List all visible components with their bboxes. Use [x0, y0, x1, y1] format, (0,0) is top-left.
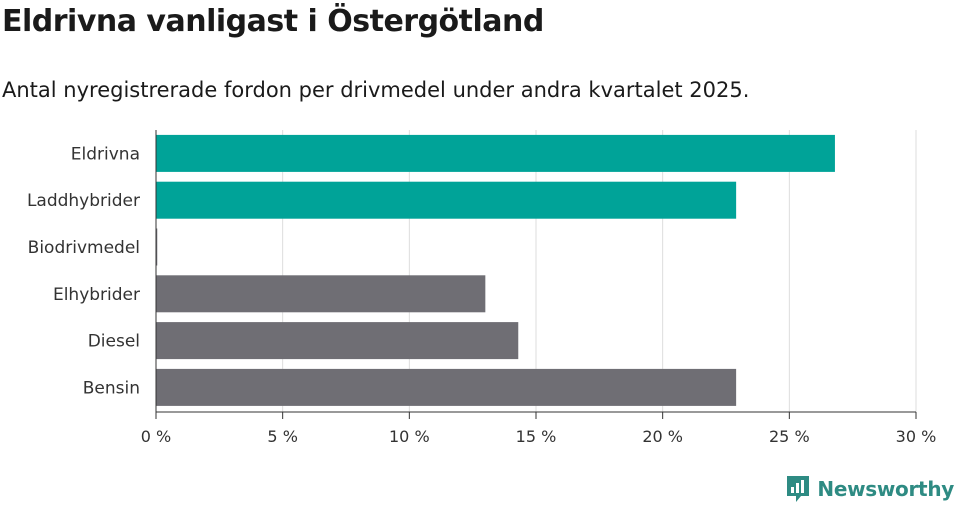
category-label-elhybrider: Elhybrider — [53, 285, 140, 305]
bar-eldrivna — [156, 134, 835, 172]
bar-biodrivmedel — [156, 228, 158, 266]
brand-logo: Newsworthy — [785, 474, 954, 504]
x-tick-label: 0 % — [141, 427, 171, 446]
x-tick-label: 25 % — [769, 427, 810, 446]
bars — [156, 134, 835, 406]
category-label-eldrivna: Eldrivna — [71, 144, 140, 164]
newsworthy-logo-icon — [787, 476, 810, 502]
category-label-diesel: Diesel — [88, 332, 140, 352]
category-label-bensin: Bensin — [83, 378, 140, 398]
chart-subtitle: Antal nyregistrerade fordon per drivmede… — [2, 78, 750, 102]
x-tick-label: 5 % — [267, 427, 297, 446]
x-axis: 0 % 5 % 10 % 15 % 20 % 25 % 30 % — [141, 130, 937, 446]
category-label-laddhybrider: Laddhybrider — [27, 191, 140, 211]
bar-diesel — [156, 322, 519, 360]
category-label-biodrivmedel: Biodrivmedel — [28, 238, 140, 258]
bar-bensin — [156, 368, 737, 406]
x-tick-label: 30 % — [896, 427, 937, 446]
bar-laddhybrider — [156, 181, 737, 219]
brand-name: Newsworthy — [817, 477, 954, 501]
bar-elhybrider — [156, 275, 486, 313]
grid-lines — [282, 130, 917, 412]
bar-chart: Eldrivna Laddhybrider Biodrivmedel Elhybrid… — [27, 130, 937, 446]
category-labels: Eldrivna Laddhybrider Biodrivmedel Elhybrid… — [27, 144, 140, 398]
x-tick-label: 10 % — [389, 427, 430, 446]
x-tick-label: 20 % — [642, 427, 683, 446]
chart-title: Eldrivna vanligast i Östergötland — [2, 4, 544, 39]
x-tick-label: 15 % — [516, 427, 557, 446]
